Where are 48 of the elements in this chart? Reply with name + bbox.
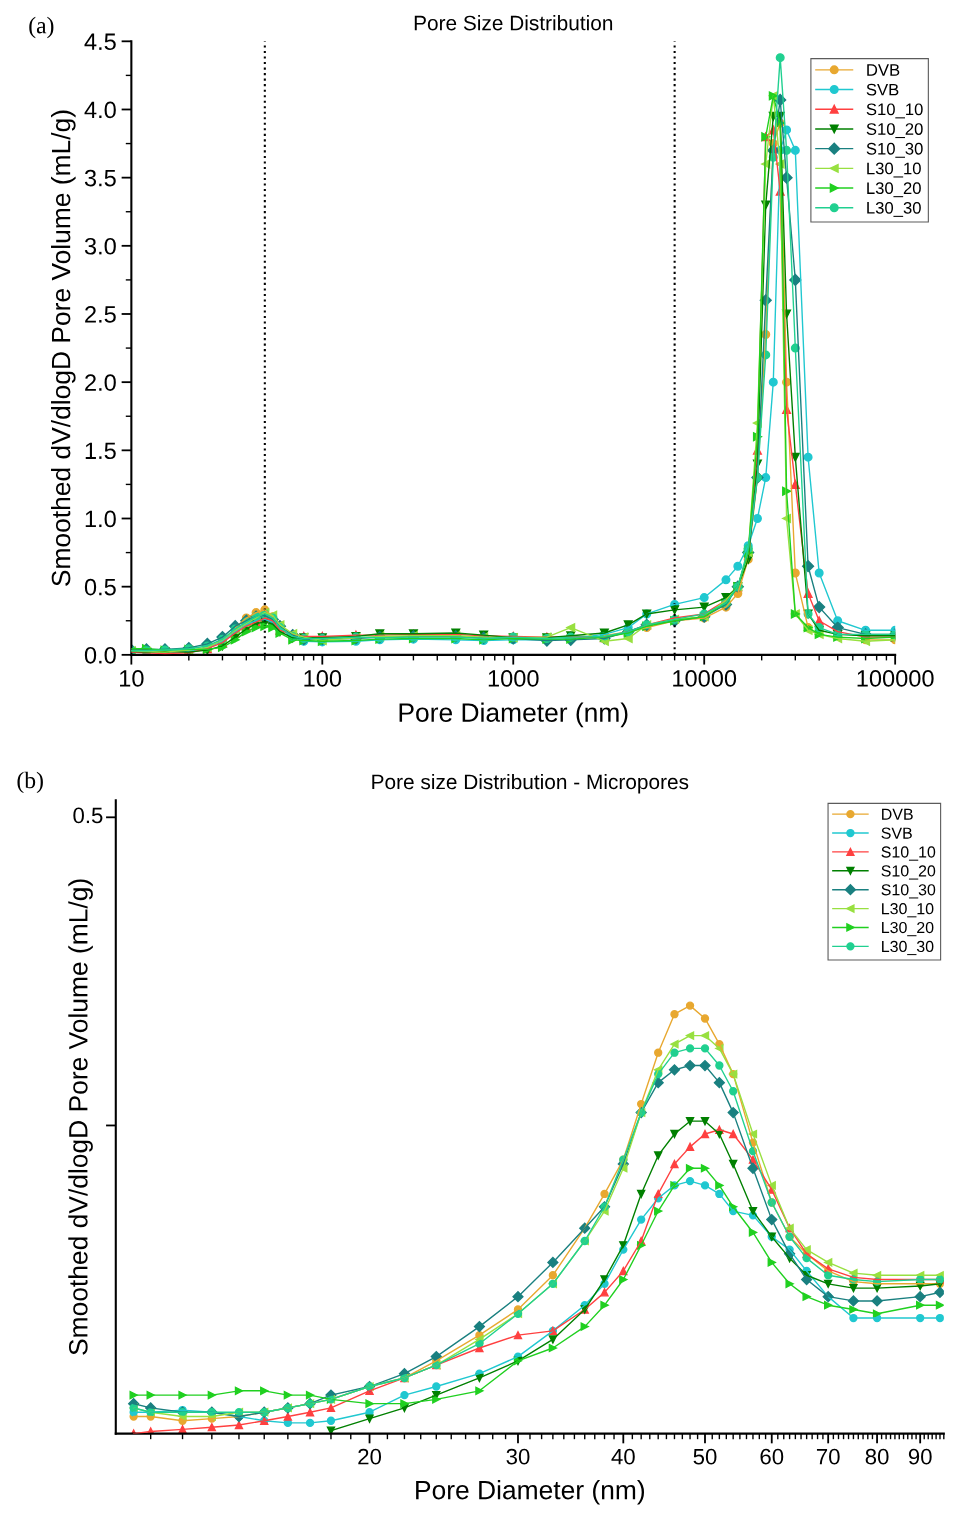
legend-label: L30_20	[867, 182, 921, 198]
text: (b)	[17, 771, 43, 794]
x-axis-title: Pore Diameter (nm)	[399, 702, 628, 728]
y-axis-title: Smoothed dV/dlogD Pore Volume (mL/g)	[51, 110, 76, 586]
y-tick-label: 1.5	[85, 442, 116, 460]
x-tick-label: 10000	[673, 670, 737, 687]
y-tick-label: 4.5	[84, 33, 116, 51]
x-tick-label: 20	[358, 1448, 382, 1465]
legend-label: DVB	[882, 808, 913, 820]
text: (a)	[29, 16, 54, 39]
x-tick-label: 40	[611, 1448, 635, 1465]
x-tick-label: 100000	[857, 670, 934, 687]
legend-label: L30_30	[882, 940, 934, 956]
legend-label: L30_30	[867, 201, 921, 217]
x-tick-label: 70	[816, 1448, 840, 1465]
legend-label: S10_10	[881, 846, 936, 861]
text: 0.5	[73, 807, 103, 824]
legend-label: SVB	[866, 83, 899, 96]
y-tick-label: 3.0	[84, 237, 116, 255]
x-tick-label: 80	[865, 1448, 889, 1465]
y-tick-label: 4.0	[84, 101, 116, 119]
y-tick-label: 2.0	[85, 374, 116, 391]
x-tick-label: 30	[506, 1448, 530, 1465]
legend-label: S10_30	[881, 884, 936, 899]
x-tick-label: 60	[760, 1448, 784, 1465]
y-tick-label: 1.0	[85, 510, 116, 528]
legend-label: SVB	[881, 827, 912, 839]
x-axis-title: Pore Diameter (nm)	[416, 1480, 645, 1505]
x-tick-label: 50	[693, 1448, 717, 1465]
legend-label: S10_30	[866, 142, 923, 158]
x-tick-label: 90	[908, 1448, 932, 1465]
y-tick-label: 2.5	[85, 306, 116, 323]
chart-title: Pore size Distribution - Micropores	[372, 773, 689, 794]
legend-label: S10_20	[881, 865, 936, 880]
y-tick-label: 3.5	[84, 169, 116, 187]
y-tick-label: 0.5	[84, 578, 116, 596]
x-tick-label: 100	[304, 670, 342, 687]
legend-label: S10_10	[866, 103, 923, 119]
y-axis-title: Smoothed dV/dlogD Pore Volume (mL/g)	[68, 879, 93, 1355]
y-tick-label: 0.0	[84, 646, 116, 664]
legend-label: DVB	[867, 64, 900, 76]
legend-label: L30_10	[882, 903, 934, 918]
chart-title: Pore Size Distribution	[414, 15, 613, 31]
legend-label: L30_20	[882, 921, 934, 937]
legend-label: S10_20	[866, 123, 923, 139]
x-tick-label: 10	[120, 670, 144, 687]
x-tick-label: 1000	[488, 670, 539, 687]
legend-label: L30_10	[867, 162, 921, 178]
